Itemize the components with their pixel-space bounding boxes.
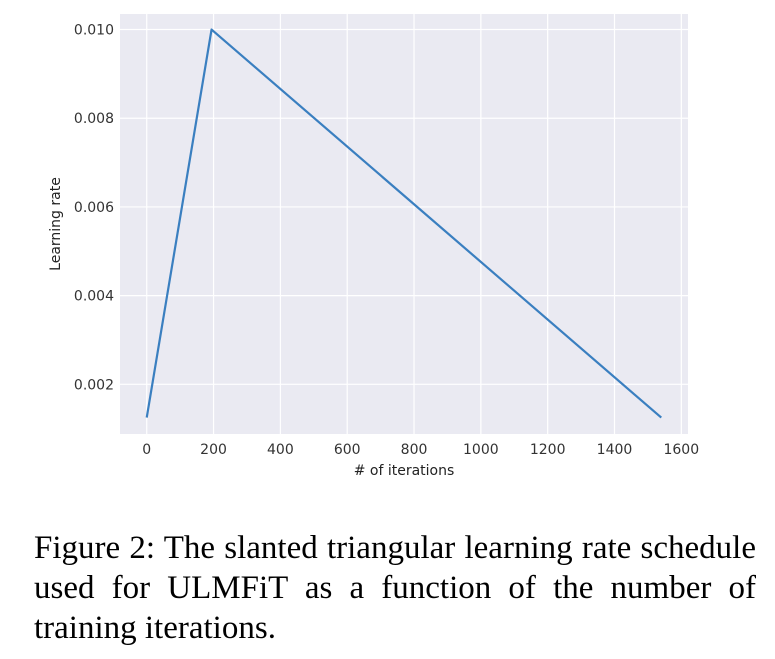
figure-caption: Figure 2: The slanted triangular learnin…: [34, 530, 756, 646]
x-tick-label: 1200: [530, 442, 566, 458]
x-tick-label: 200: [200, 442, 227, 458]
x-tick-label: 800: [401, 442, 428, 458]
y-tick-label: 0.002: [74, 377, 114, 393]
x-axis-ticks: 0 200 400 600 800 1000 1200 1400 1600: [142, 442, 699, 458]
y-tick-label: 0.006: [74, 200, 114, 216]
series-layer: [145, 28, 662, 419]
y-tick-label: 0.010: [74, 23, 114, 39]
y-tick-label: 0.004: [74, 289, 114, 305]
x-tick-label: 400: [267, 442, 294, 458]
x-tick-label: 0: [142, 442, 151, 458]
x-axis-label: # of iterations: [354, 463, 455, 479]
y-axis-ticks: 0.002 0.004 0.006 0.008 0.010: [74, 23, 114, 394]
y-tick-label: 0.008: [74, 111, 114, 127]
x-tick-label: 600: [334, 442, 361, 458]
plot-area: [120, 14, 688, 434]
y-axis-label: Learning rate: [48, 177, 64, 271]
x-tick-label: 1000: [463, 442, 499, 458]
grid: [120, 14, 688, 434]
x-tick-label: 1600: [663, 442, 699, 458]
x-tick-label: 1400: [597, 442, 633, 458]
learning-rate-line: [145, 28, 662, 419]
learning-rate-chart: 0 200 400 600 800 1000 1200 1400 1600 0.002 0.004…: [48, 14, 699, 479]
